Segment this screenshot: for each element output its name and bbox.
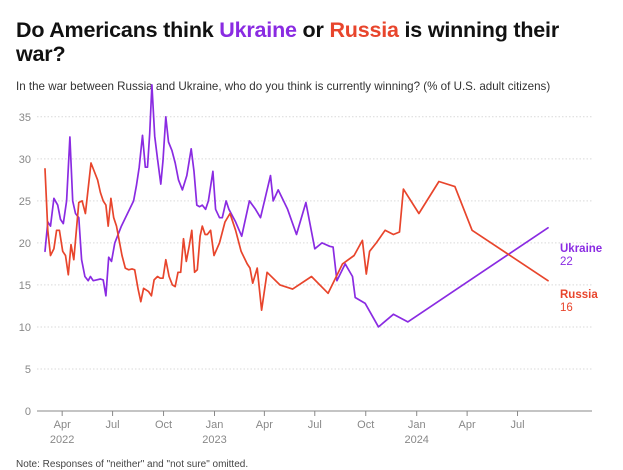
y-tick-label: 15 bbox=[19, 280, 31, 292]
y-tick-label: 0 bbox=[25, 406, 31, 418]
line-chart: 0 5 10 15 20 25 30 35 Apr 2022 Jul Oct Jan 2023 Apr Ju… bbox=[19, 84, 602, 446]
x-tick-label: Oct bbox=[155, 419, 172, 431]
y-tick-label: 20 bbox=[19, 238, 31, 250]
x-tick-label: Jul bbox=[106, 419, 120, 431]
title-text: is winning their war? bbox=[16, 18, 559, 66]
y-tick-label: 5 bbox=[25, 364, 31, 376]
x-tick-label: Apr bbox=[459, 419, 476, 431]
chart-note: Note: Responses of "neither" and "not su… bbox=[16, 459, 249, 470]
title-russia: Russia bbox=[329, 18, 399, 42]
russia-series-line bbox=[44, 162, 549, 311]
russia-end-value: 16 bbox=[560, 302, 573, 314]
y-tick-label: 30 bbox=[19, 154, 31, 166]
y-tick-label: 35 bbox=[19, 112, 31, 124]
x-tick-label: Oct bbox=[357, 419, 374, 431]
chart-title: Do Americans think Ukraine or Russia is … bbox=[16, 18, 606, 66]
x-axis: Apr 2022 Jul Oct Jan 2023 Apr Jul Oct Jan 2024 Apr J… bbox=[50, 411, 525, 446]
chart-subtitle: In the war between Russia and Ukraine, w… bbox=[16, 80, 551, 93]
y-tick-label: 10 bbox=[19, 322, 31, 334]
title-text: Do Americans think bbox=[16, 18, 220, 42]
x-tick-year: 2022 bbox=[50, 434, 74, 446]
x-tick-label: Apr bbox=[256, 419, 273, 431]
x-tick-label: Apr bbox=[54, 419, 71, 431]
ukraine-end-label: Ukraine bbox=[560, 243, 602, 255]
ukraine-series-line bbox=[44, 84, 549, 328]
x-tick-label: Jul bbox=[511, 419, 525, 431]
x-tick-year: 2023 bbox=[202, 434, 226, 446]
russia-end-label: Russia bbox=[560, 289, 598, 301]
y-axis: 0 5 10 15 20 25 30 35 bbox=[19, 112, 31, 418]
x-tick-label: Jul bbox=[308, 419, 322, 431]
y-tick-label: 25 bbox=[19, 196, 31, 208]
title-text: or bbox=[296, 18, 330, 42]
series-lines bbox=[44, 84, 549, 328]
x-tick-label: Jan bbox=[408, 419, 426, 431]
ukraine-end-value: 22 bbox=[560, 256, 573, 268]
title-ukraine: Ukraine bbox=[219, 18, 297, 42]
gridlines bbox=[37, 116, 592, 412]
x-tick-year: 2024 bbox=[404, 434, 428, 446]
x-tick-label: Jan bbox=[206, 419, 224, 431]
